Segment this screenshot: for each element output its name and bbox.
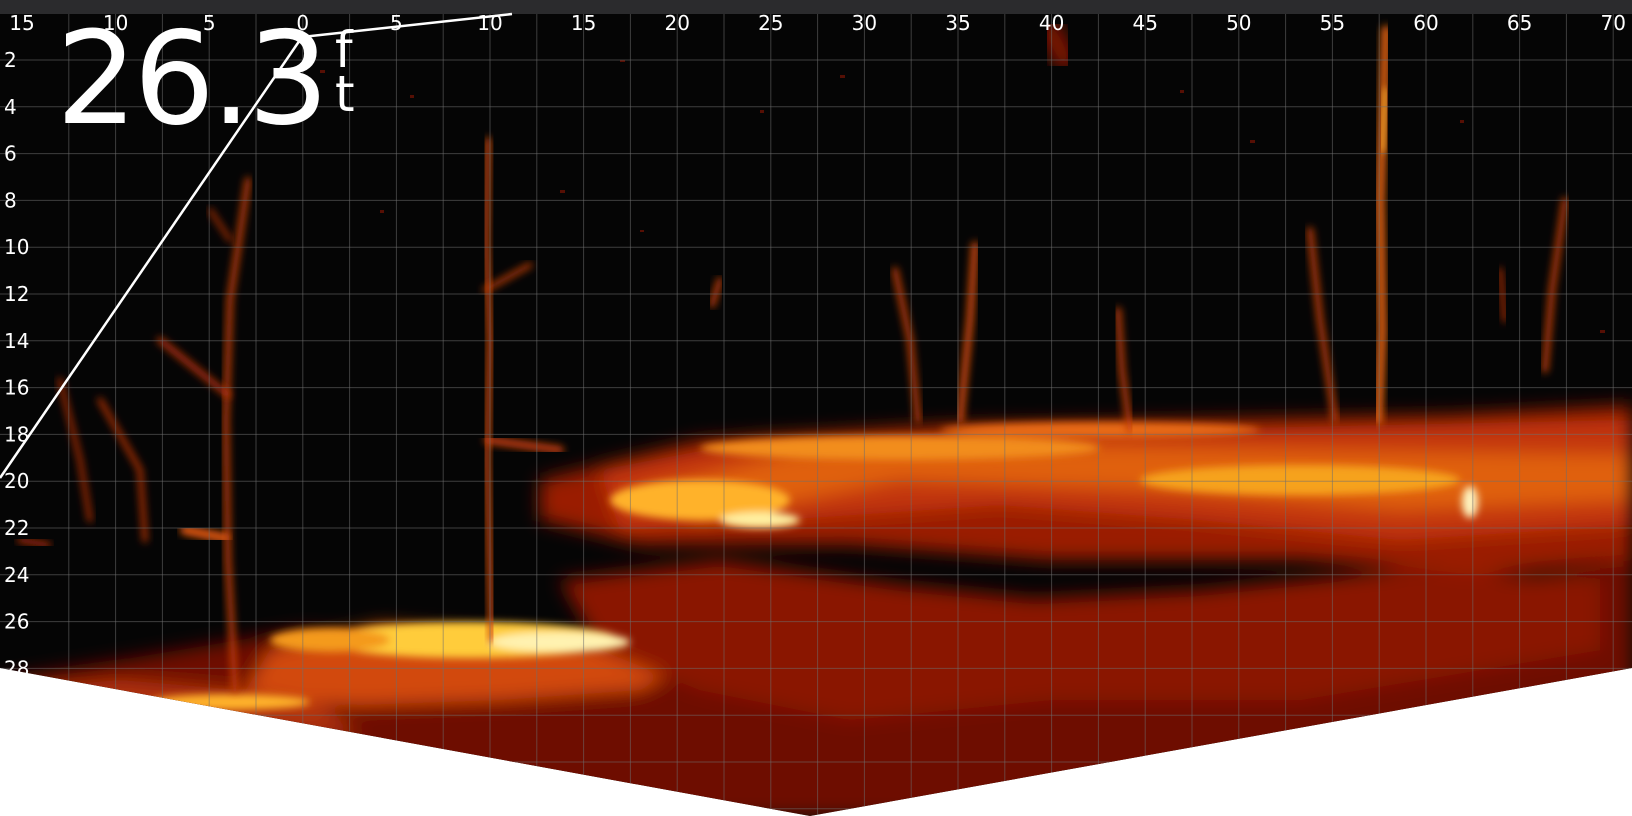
speckle [380, 210, 384, 213]
tree-return [17, 537, 51, 548]
depth-tick-label: 14 [4, 329, 29, 353]
bottom-highlight [490, 632, 630, 652]
depth-tick-label: 12 [4, 282, 29, 306]
tree-return [1307, 227, 1338, 423]
depth-tick-label: 6 [4, 142, 17, 166]
bottom-return [1000, 570, 1600, 700]
horizontal-tick-label: 10 [103, 11, 128, 35]
depth-tick-label: 20 [4, 469, 29, 493]
depth-tick-label: 8 [4, 188, 17, 212]
tree-return [1497, 267, 1508, 323]
bottom-highlight [940, 422, 1260, 438]
speckle [760, 110, 764, 113]
speckle [1250, 140, 1255, 143]
depth-tick-label: 10 [4, 235, 29, 259]
speckle-returns [320, 60, 1605, 333]
horizontal-tick-label: 30 [852, 11, 877, 35]
horizontal-tick-label: 0 [296, 11, 309, 35]
tree-return [482, 262, 533, 293]
tree-return [1379, 87, 1389, 153]
speckle [560, 190, 565, 193]
tree-return [1542, 197, 1568, 373]
tree-return [208, 208, 232, 242]
beam-edge-line [0, 36, 304, 479]
speckle [1180, 90, 1184, 93]
horizontal-tick-label: 65 [1507, 11, 1532, 35]
horizontal-tick-label: 15 [9, 11, 34, 35]
speckle [320, 70, 325, 73]
tree-return [1039, 19, 1076, 71]
speckle [410, 95, 414, 98]
depth-tick-label: 16 [4, 376, 29, 400]
depth-tick-label: 24 [4, 563, 29, 587]
tree-return [97, 397, 148, 543]
tree-return [892, 267, 921, 423]
bottom-highlight [150, 694, 310, 710]
bottom-highlight [610, 480, 790, 520]
speckle [1600, 330, 1605, 333]
depth-tick-label: 4 [4, 95, 17, 119]
horizontal-tick-label: 45 [1132, 11, 1157, 35]
depth-unit-letter: t [335, 65, 355, 123]
bottom-highlight [720, 512, 800, 528]
tree-return [484, 436, 564, 454]
depth-tick-label: 22 [4, 516, 29, 540]
tree-return [709, 277, 723, 308]
depth-readout: 26.3 f t [56, 10, 355, 150]
horizontal-tick-label: 60 [1413, 11, 1438, 35]
depth-tick-label: 18 [4, 422, 29, 446]
bottom-return [640, 445, 1632, 520]
horizontal-tick-label: 70 [1600, 11, 1625, 35]
screen-bezel [0, 0, 1632, 14]
depth-tick-label: 26 [4, 610, 29, 634]
tree-return [956, 241, 979, 424]
horizontal-tick-label: 55 [1320, 11, 1345, 35]
speckle [1460, 120, 1464, 123]
depth-value: 26.3 [56, 5, 329, 154]
tree-return [157, 337, 231, 398]
depth-unit-letter: f [335, 21, 353, 79]
depth-unit: f t [335, 21, 355, 123]
timber-returns [17, 19, 1568, 693]
speckle [640, 230, 644, 232]
speckle [620, 60, 625, 62]
tree-return [57, 377, 93, 523]
horizontal-tick-label: 5 [390, 11, 403, 35]
horizontal-tick-label: 15 [571, 11, 596, 35]
depth-tick-label: 2 [4, 48, 17, 72]
tree-return [1115, 307, 1133, 433]
tree-return [180, 525, 230, 543]
horizontal-range-scale: 15 10 5 0 5 10 15 20 25 30 35 40 45 50 55 60 65 70 [9, 11, 1626, 35]
horizontal-tick-label: 5 [203, 11, 216, 35]
beam-edge-line [301, 12, 513, 39]
speckle [840, 75, 845, 78]
horizontal-tick-label: 10 [477, 11, 502, 35]
horizontal-tick-label: 35 [945, 11, 970, 35]
horizontal-tick-label: 40 [1039, 11, 1064, 35]
range-grid [0, 14, 1632, 816]
tree-return [222, 177, 251, 693]
horizontal-tick-label: 50 [1226, 11, 1251, 35]
bottom-highlight [1140, 465, 1460, 495]
depth-tick-label: 28 [4, 656, 29, 680]
horizontal-tick-label: 25 [758, 11, 783, 35]
bottom-highlight [270, 628, 390, 652]
bottom-highlight [1462, 486, 1478, 518]
horizontal-tick-label: 20 [664, 11, 689, 35]
bottom-highlight [700, 436, 1100, 460]
